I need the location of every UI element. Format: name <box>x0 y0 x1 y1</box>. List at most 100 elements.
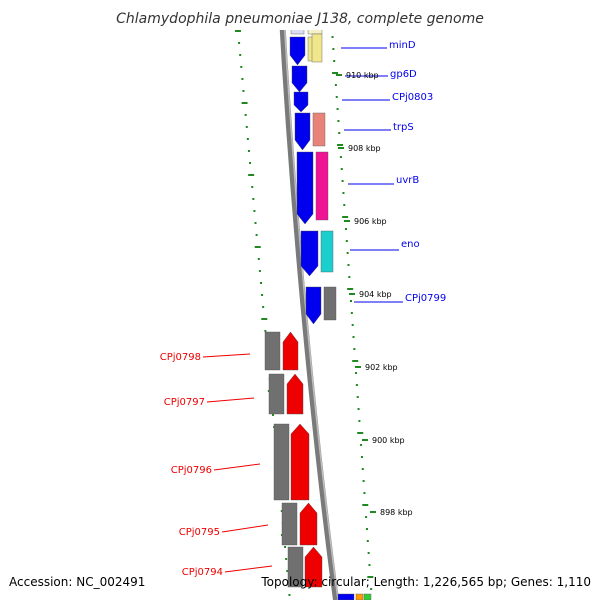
map-title: Chlamydophila pneumoniae J138, complete … <box>116 11 484 27</box>
scale-label-1: 908 kbp <box>348 144 381 153</box>
gene-label-CPj0799: CPj0799 <box>405 293 446 304</box>
tick-mark-right <box>362 480 365 482</box>
tick-mark-left <box>249 162 252 164</box>
tick-mark-right <box>353 348 356 350</box>
tick-mark-right <box>336 108 339 110</box>
gene-label-trpS: trpS <box>393 122 414 133</box>
forward-gene-4 <box>296 151 314 225</box>
tick-mark-right <box>361 468 364 470</box>
tick-mark-left <box>248 174 255 176</box>
tick-mark-right <box>347 288 354 290</box>
tick-mark-right <box>370 588 373 590</box>
tick-mark-left <box>284 546 287 548</box>
tick-mark-right <box>356 396 359 398</box>
reverse-gene-1 <box>286 373 304 415</box>
tick-mark-left <box>261 294 264 296</box>
tick-mark-right <box>366 540 369 542</box>
tick-mark-left <box>241 102 248 104</box>
tick-mark-left <box>255 234 258 236</box>
tick-mark-right <box>340 168 343 170</box>
tick-mark-left <box>288 594 291 596</box>
partial-cog-orange <box>355 593 364 601</box>
tick-mark-right <box>342 192 345 194</box>
tick-mark-left <box>247 150 250 152</box>
tick-mark-right <box>350 300 352 302</box>
tick-mark-right <box>337 144 344 146</box>
reverse-gene-2 <box>290 423 310 501</box>
backbone-line <box>278 0 339 601</box>
tick-mark-right <box>357 408 360 410</box>
tick-mark-right <box>358 420 361 422</box>
tick-mark-right <box>338 132 341 134</box>
tick-mark-right <box>367 552 370 554</box>
tick-mark-left <box>239 54 242 56</box>
tick-mark-left <box>286 570 289 572</box>
tick-mark-right <box>363 492 366 494</box>
tick-mark-left <box>264 330 267 332</box>
cog-box-CPj0796 <box>273 423 290 501</box>
tick-mark-right <box>351 324 354 326</box>
gene-label-CPj0798: CPj0798 <box>160 352 201 363</box>
tick-mark-left <box>245 126 248 128</box>
gene-label-CPj0796: CPj0796 <box>171 465 212 476</box>
forward-gene-6 <box>305 286 322 325</box>
tick-mark-right <box>365 528 368 530</box>
tick-mark-right <box>337 120 340 122</box>
tick-mark-right <box>331 36 334 38</box>
gene-label-CPj0803: CPj0803 <box>392 92 433 103</box>
gene-features <box>264 0 372 601</box>
tick-mark-right <box>365 516 368 518</box>
tick-mark-left <box>261 318 268 320</box>
tick-mark-left <box>272 414 275 416</box>
tick-mark-right <box>368 564 371 566</box>
cog-box-trpS <box>312 112 326 147</box>
forward-gene-5 <box>300 230 319 277</box>
title-backdrop <box>0 0 600 30</box>
tick-mark-right <box>347 264 350 266</box>
tick-mark-left <box>262 306 265 308</box>
gene-label-uvrB: uvrB <box>396 175 419 186</box>
forward-gene-3 <box>294 112 311 151</box>
tick-mark-left <box>254 222 257 224</box>
tick-mark-left <box>280 510 283 512</box>
tick-mark-left <box>235 30 241 32</box>
leader-line-CPj0795 <box>221 524 269 533</box>
genome-backbone <box>278 0 339 601</box>
tick-mark-left <box>242 90 245 92</box>
cog-box-CPj0794 <box>287 546 304 588</box>
scale-label-0: 910 kbp <box>346 71 379 80</box>
tick-mark-right <box>332 48 335 50</box>
forward-gene-1 <box>291 65 308 93</box>
tick-mark-right <box>348 276 351 278</box>
leader-line-CPj0798 <box>202 353 251 358</box>
cog-box-CPj0798 <box>264 331 281 371</box>
tick-mark-left <box>259 282 262 284</box>
tick-mark-right <box>360 456 363 458</box>
scale-label-5: 900 kbp <box>372 436 405 445</box>
gene-label-CPj0797: CPj0797 <box>164 397 205 408</box>
tick-mark-right <box>344 228 347 230</box>
tick-mark-right <box>367 576 374 578</box>
forward-gene-2 <box>293 91 309 113</box>
leader-line-CPj0796 <box>213 463 261 471</box>
tick-mark-left <box>258 270 261 272</box>
tick-mark-right <box>350 312 353 314</box>
cog-box-CPj0795 <box>281 502 298 546</box>
tick-mark-left <box>246 138 249 140</box>
scale-label-4: 902 kbp <box>365 363 398 372</box>
tick-mark-left <box>254 246 261 248</box>
tick-mark-right <box>357 432 364 434</box>
cog-box-CPj0797 <box>268 373 285 415</box>
tick-mark-left <box>240 66 243 68</box>
tick-mark-right <box>342 216 349 218</box>
gene-label-minD: minD <box>389 40 416 51</box>
tick-mark-left <box>253 210 256 212</box>
tick-mark-left <box>238 42 241 44</box>
tick-mark-right <box>335 96 338 98</box>
tick-mark-left <box>241 78 244 80</box>
cog-box-minD-extra <box>311 33 323 63</box>
tick-mark-right <box>332 72 339 74</box>
tick-mark-right <box>355 384 358 386</box>
tick-mark-left <box>257 258 260 260</box>
